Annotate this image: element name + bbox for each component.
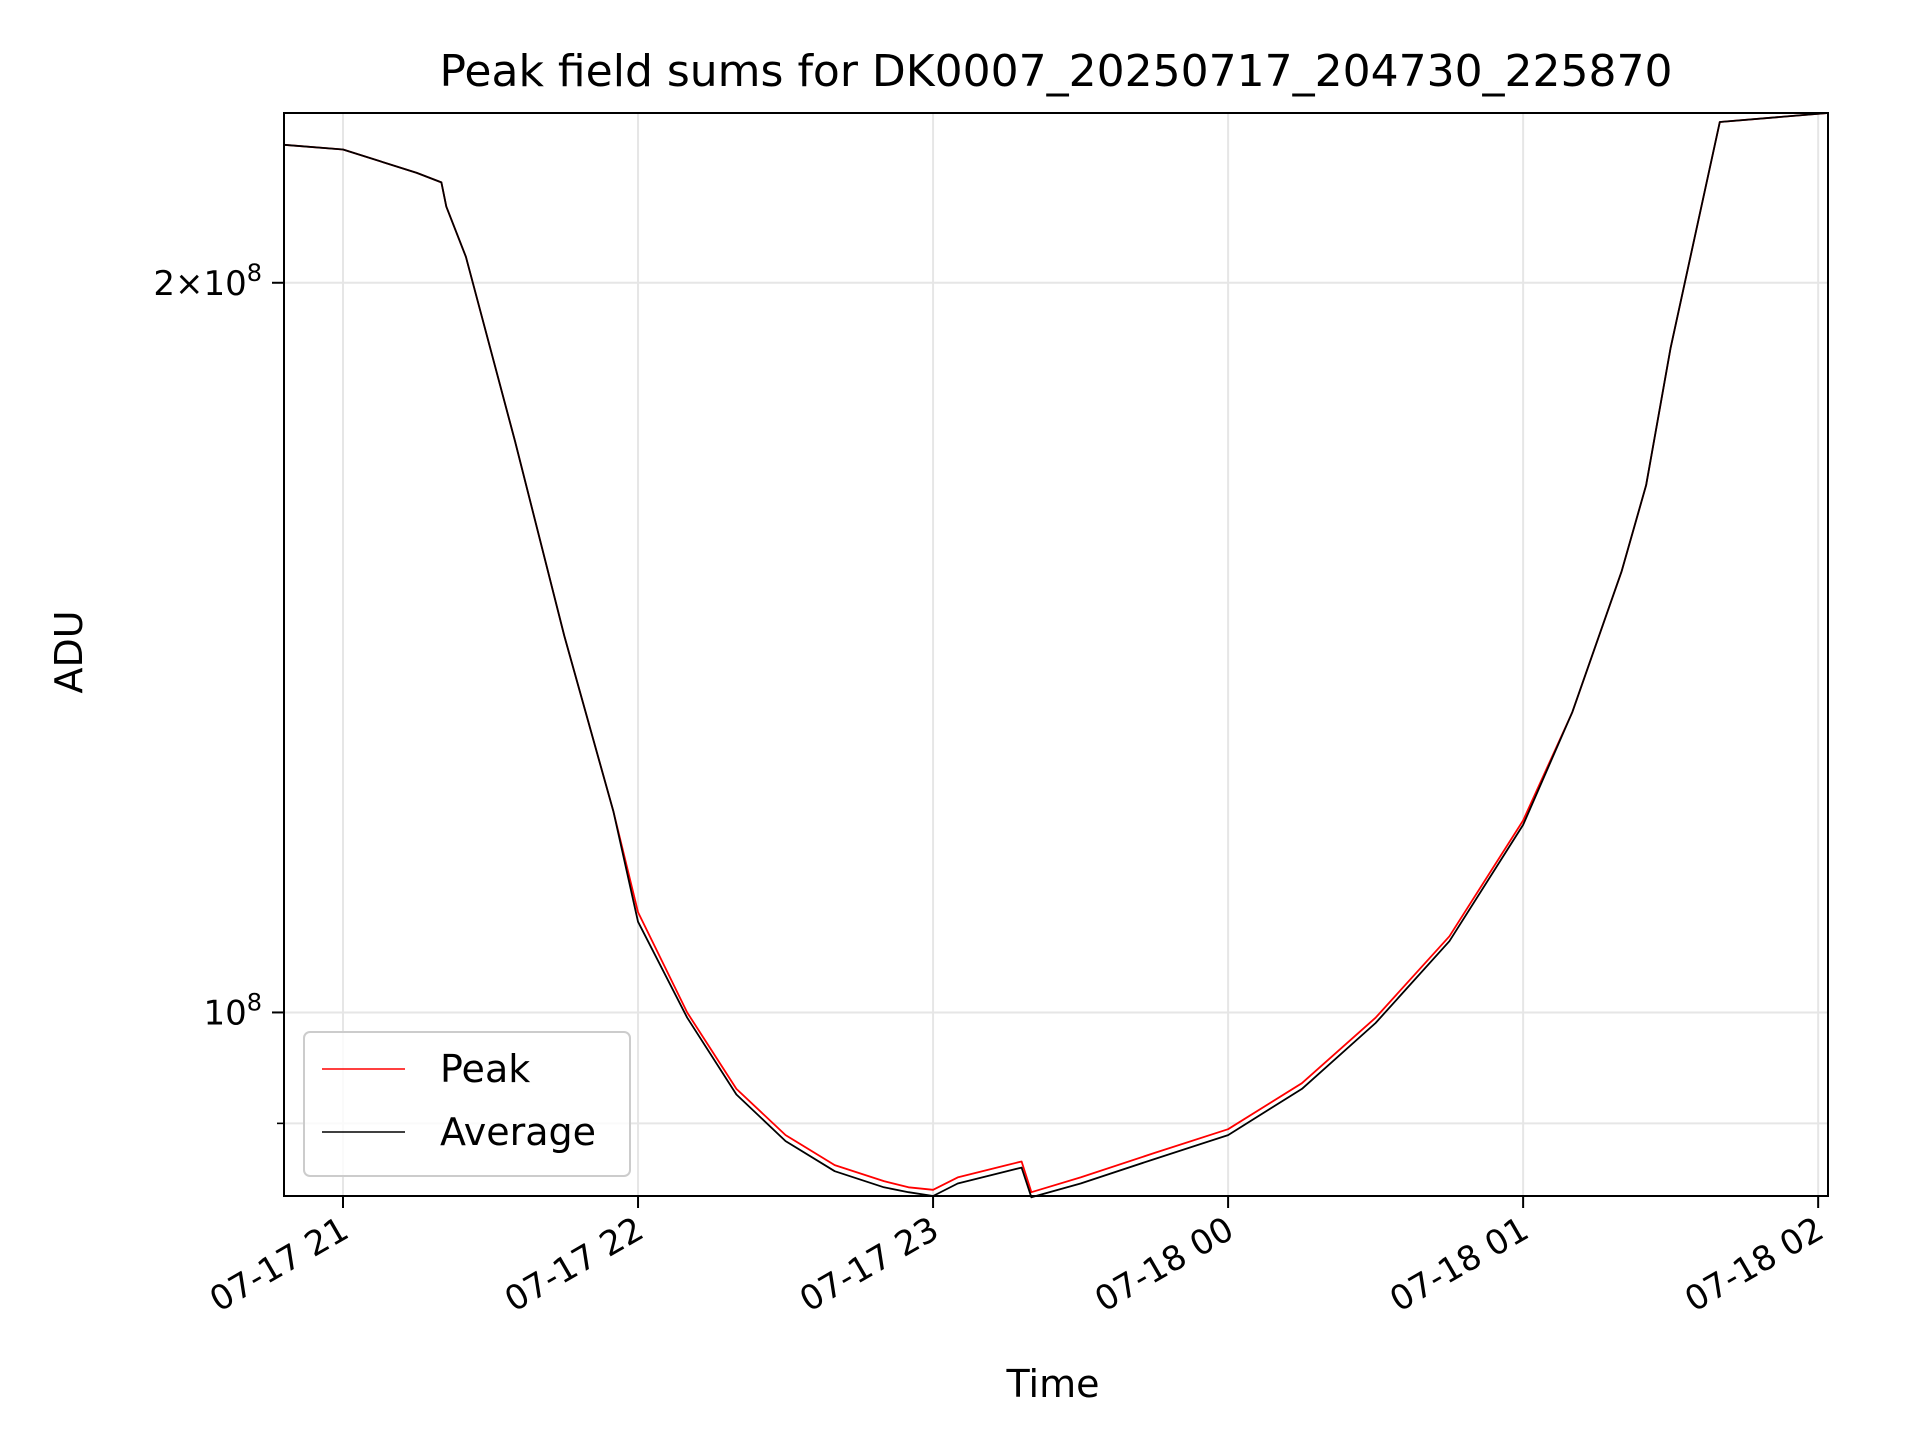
legend: Peak Average bbox=[303, 1031, 631, 1177]
y-tick-label: 108 bbox=[203, 988, 262, 1033]
chart-title: Peak field sums for DK0007_20250717_2047… bbox=[439, 46, 1672, 97]
legend-average-label: Average bbox=[440, 1110, 596, 1154]
y-tick-label: 2×108 bbox=[153, 259, 262, 304]
x-tick-label: 07-17 21 bbox=[203, 1209, 355, 1320]
plot-frame bbox=[283, 112, 1829, 1197]
x-axis-label: Time bbox=[1006, 1362, 1100, 1406]
x-tick-label: 07-17 23 bbox=[793, 1209, 945, 1320]
x-tick-label: 07-18 00 bbox=[1088, 1209, 1240, 1320]
legend-box bbox=[303, 1031, 631, 1177]
series-lines bbox=[283, 112, 1829, 1199]
x-tick-label: 07-18 01 bbox=[1383, 1209, 1535, 1320]
series-line-average bbox=[283, 112, 1829, 1199]
series-line-peak bbox=[283, 112, 1829, 1194]
grid bbox=[284, 113, 1828, 1196]
x-tick-label: 07-18 02 bbox=[1678, 1209, 1830, 1320]
x-tick-label: 07-17 22 bbox=[498, 1209, 650, 1320]
legend-peak-label: Peak bbox=[440, 1047, 530, 1091]
y-axis-label: ADU bbox=[47, 610, 91, 693]
axes bbox=[283, 112, 1829, 1197]
